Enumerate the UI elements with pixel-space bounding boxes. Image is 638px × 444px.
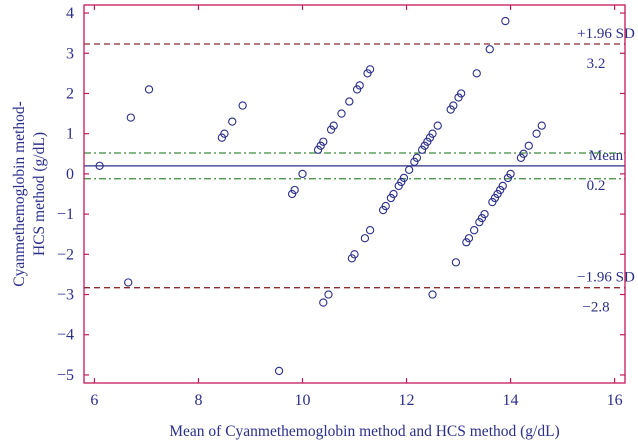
y-tick-label: 2 xyxy=(66,85,74,102)
y-axis-title-line: HCS method (g/dL) xyxy=(31,132,48,256)
data-point xyxy=(501,16,510,26)
data-point xyxy=(324,290,333,299)
data-point xyxy=(238,101,247,110)
ref-value-upper: 3.2 xyxy=(587,56,606,72)
data-point xyxy=(274,366,284,376)
data-point xyxy=(519,149,528,158)
ref-value-lower: −2.8 xyxy=(582,300,609,316)
x-tick-label: 8 xyxy=(194,392,202,409)
data-point xyxy=(126,113,135,122)
data-point xyxy=(506,169,515,179)
data-point xyxy=(381,201,390,211)
y-tick-label: −2 xyxy=(57,246,74,263)
ref-label-upper: +1.96 SD xyxy=(577,26,635,42)
data-point xyxy=(290,185,299,195)
ref-label-lower: −1.96 SD xyxy=(577,270,635,286)
data-point xyxy=(428,290,437,299)
data-point xyxy=(228,117,237,126)
data-point xyxy=(449,101,458,110)
x-axis-title: Mean of Cyanmethemoglobin method and HCS… xyxy=(169,423,559,440)
x-tick-label: 16 xyxy=(607,392,623,409)
data-point xyxy=(524,141,533,150)
data-point xyxy=(298,169,307,179)
y-tick-label: 1 xyxy=(66,126,74,143)
data-point xyxy=(480,209,489,219)
x-tick-label: 14 xyxy=(503,392,519,409)
y-tick-label: −3 xyxy=(57,287,74,304)
data-point xyxy=(319,137,328,146)
x-tick-label: 6 xyxy=(90,392,98,409)
y-tick-label: −5 xyxy=(57,367,74,384)
data-point xyxy=(365,65,375,74)
y-axis-title: Cyanmethemoglobin method- HCS method (g/d… xyxy=(11,101,48,287)
data-point xyxy=(412,153,422,162)
x-tick-label: 10 xyxy=(294,392,310,409)
data-point xyxy=(124,278,133,287)
data-point xyxy=(404,165,414,175)
x-tick-label: 12 xyxy=(399,392,415,409)
ref-value-mean: 0.2 xyxy=(587,178,606,194)
y-tick-label: −1 xyxy=(57,206,74,223)
ref-label-mean: Mean xyxy=(589,148,624,164)
data-point xyxy=(537,121,546,130)
data-point xyxy=(220,129,229,138)
data-point xyxy=(433,121,442,130)
data-point xyxy=(95,161,104,171)
data-point xyxy=(532,129,541,138)
data-point xyxy=(498,181,507,191)
data-point xyxy=(319,298,328,307)
data-point xyxy=(389,189,398,199)
y-tick-label: 0 xyxy=(66,166,74,183)
data-point xyxy=(350,250,359,259)
data-point xyxy=(456,89,466,98)
reference-lines: +1.96 SD 3.2 Mean 0.2 −1.96 SD −2.8 xyxy=(84,26,635,316)
data-point xyxy=(365,226,375,235)
data-point xyxy=(337,109,346,118)
plot-frame xyxy=(83,4,626,384)
data-point xyxy=(464,234,474,243)
data-point xyxy=(355,81,364,90)
y-tick-label: 3 xyxy=(66,45,74,62)
data-point xyxy=(360,234,370,243)
data-point xyxy=(144,85,154,94)
data-point xyxy=(329,121,338,130)
data-point xyxy=(469,226,479,235)
data-point xyxy=(472,69,481,78)
y-axis-title-line: Cyanmethemoglobin method- xyxy=(11,101,28,287)
data-point xyxy=(399,173,409,183)
data-point xyxy=(485,45,494,54)
data-point xyxy=(451,258,461,267)
data-points xyxy=(95,16,546,376)
data-point xyxy=(428,129,437,138)
data-point xyxy=(345,97,354,106)
y-tick-label: −4 xyxy=(57,327,74,344)
y-tick-label: 4 xyxy=(66,5,74,22)
